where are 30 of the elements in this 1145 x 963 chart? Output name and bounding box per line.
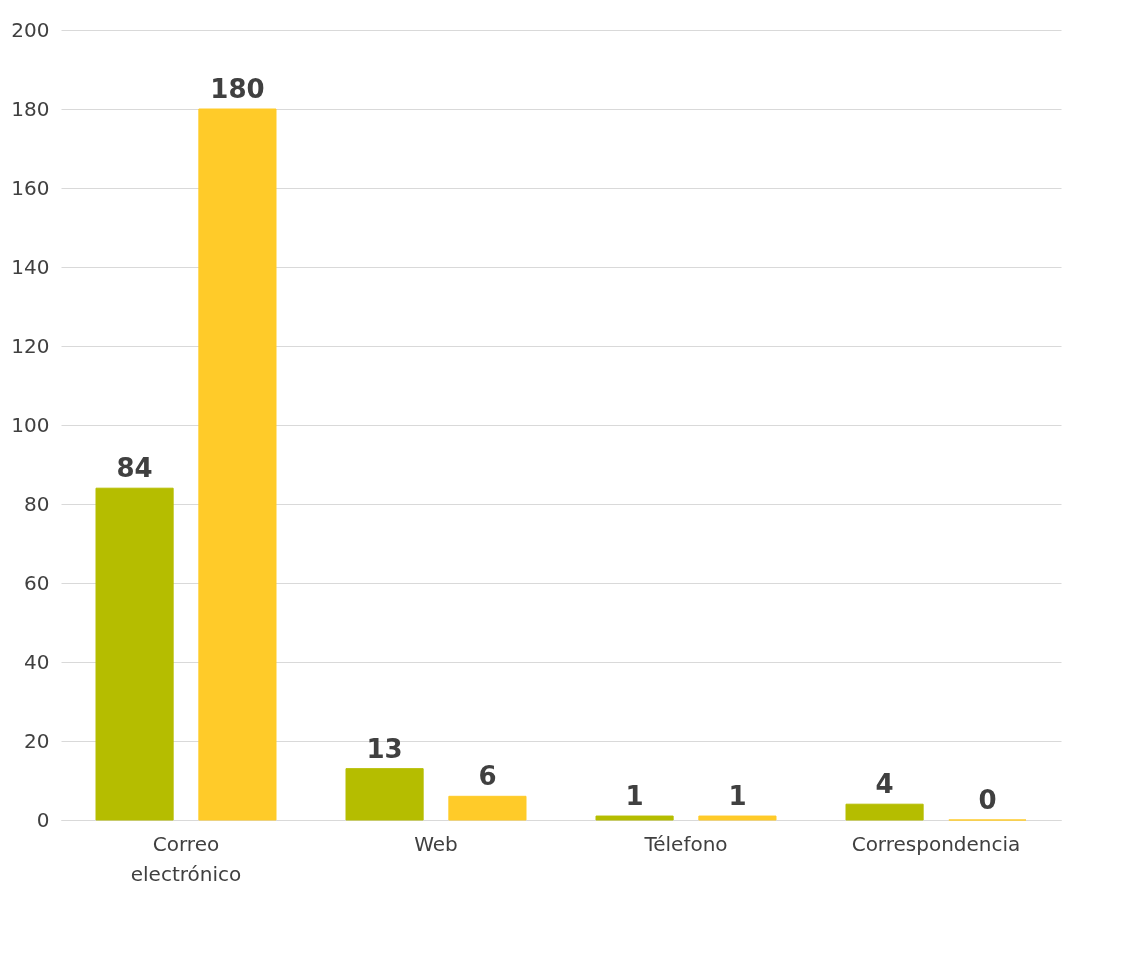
data-label: 13 xyxy=(366,733,403,764)
x-tick-label: Correspondencia xyxy=(851,831,1021,856)
y-tick-label: 100 xyxy=(11,412,50,437)
bar xyxy=(845,803,924,821)
y-tick-label: 180 xyxy=(11,96,50,121)
data-label: 84 xyxy=(116,453,153,484)
bar xyxy=(95,487,174,821)
y-tick-label: 60 xyxy=(24,570,50,595)
data-label: 1 xyxy=(625,781,644,812)
bar xyxy=(698,815,777,821)
y-tick-label: 160 xyxy=(11,175,50,200)
y-tick-label: 20 xyxy=(24,728,50,753)
y-tick-label: 140 xyxy=(11,254,50,279)
data-label: 1 xyxy=(728,781,747,812)
bar xyxy=(595,815,674,821)
bar xyxy=(198,108,277,821)
y-tick-label: 120 xyxy=(11,333,50,358)
x-tick-label: Web xyxy=(414,831,458,856)
y-tick-label: 0 xyxy=(36,807,50,832)
data-label: 0 xyxy=(978,785,997,815)
data-label: 4 xyxy=(875,769,894,800)
y-tick-label: 200 xyxy=(11,17,50,42)
data-label: 180 xyxy=(210,74,265,104)
x-tick-label: Télefono xyxy=(643,831,728,856)
y-tick-label: 40 xyxy=(24,649,50,674)
y-tick-label: 80 xyxy=(24,491,50,516)
bar xyxy=(448,795,527,821)
data-label: 6 xyxy=(478,761,497,792)
x-tick-label: Correo electrónico xyxy=(130,831,242,886)
bar xyxy=(345,768,424,821)
